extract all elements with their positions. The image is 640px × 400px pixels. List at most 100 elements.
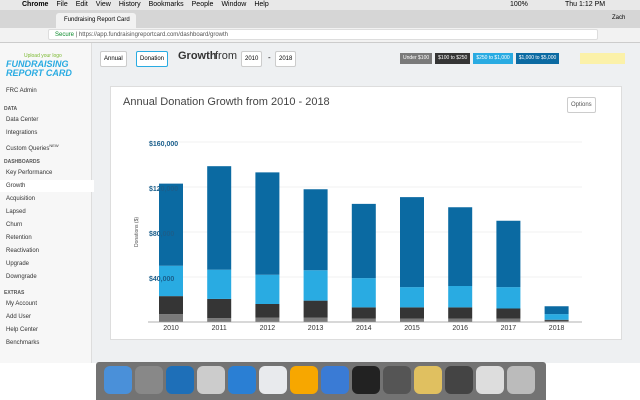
period-select[interactable]: Annual	[100, 51, 127, 67]
x-tick-label: 2015	[404, 325, 420, 332]
chart-title: Annual Donation Growth from 2010 - 2018	[123, 96, 330, 108]
badge: NEW	[49, 143, 59, 148]
menubar: Chrome File Edit View History Bookmarks People…	[0, 0, 640, 10]
dock-icon[interactable]	[383, 366, 411, 394]
bar-segment	[207, 166, 232, 270]
address-bar[interactable]: Secure | https://app.fundraisingreportca…	[48, 29, 598, 40]
legend-button[interactable]: $1,000 to $5,000	[515, 53, 560, 64]
nav-item[interactable]: Churn	[6, 222, 23, 228]
nav-item[interactable]: Custom QueriesNEW	[6, 143, 59, 152]
bar-segment	[351, 278, 376, 308]
menu-item[interactable]: View	[95, 1, 111, 8]
legend-button[interactable]	[580, 53, 625, 64]
nav-item[interactable]: Benchmarks	[6, 340, 40, 346]
end-select[interactable]: 2018	[275, 51, 297, 67]
nav-item[interactable]: Integrations	[6, 130, 38, 136]
app-menu[interactable]: Chrome	[22, 1, 49, 8]
dock-icon[interactable]	[445, 366, 473, 394]
menu-item[interactable]: Bookmarks	[148, 1, 184, 8]
metric-select[interactable]: Donation	[136, 51, 169, 67]
dock-icon[interactable]	[476, 366, 504, 394]
bar-segment	[544, 320, 569, 322]
bar-segment	[351, 203, 376, 279]
bar-segment	[448, 318, 473, 322]
tab-strip	[0, 10, 640, 28]
nav-item[interactable]: Lapsed	[6, 209, 26, 215]
menu-item[interactable]: File	[56, 1, 68, 8]
nav-item[interactable]: Downgrade	[6, 274, 37, 280]
nav-item[interactable]: Add User	[6, 314, 32, 320]
bar-segment	[207, 318, 232, 322]
bar-segment	[496, 318, 521, 322]
dock-icon[interactable]	[228, 366, 256, 394]
nav-item[interactable]: Retention	[6, 235, 32, 241]
x-tick-label: 2016	[452, 325, 468, 332]
options-button[interactable]: Options	[567, 97, 596, 113]
url: https://app.fundraisingreportcard.com/da…	[78, 32, 229, 38]
menu-item[interactable]: Edit	[75, 1, 88, 8]
nav-item[interactable]: Growth	[0, 180, 94, 192]
dock-icon[interactable]	[104, 366, 132, 394]
bar-segment	[255, 317, 280, 322]
bar-segment	[255, 304, 280, 318]
dock-icon[interactable]	[135, 366, 163, 394]
tab[interactable]: Fundraising Report Card	[56, 13, 136, 28]
bar-segment	[496, 287, 521, 309]
dock-icon[interactable]	[414, 366, 442, 394]
legend-button[interactable]: $250 to $1,000	[473, 53, 513, 64]
bar-segment	[207, 298, 232, 319]
nav-item[interactable]: Data Center	[6, 117, 39, 123]
dock-icon[interactable]	[352, 366, 380, 394]
bar-segment	[496, 220, 521, 288]
legend-button[interactable]: Under $100	[400, 53, 433, 64]
dock-icon[interactable]	[507, 366, 535, 394]
dock-icon[interactable]	[166, 366, 194, 394]
bar-segment	[544, 314, 569, 320]
section-title: DATA	[4, 106, 18, 112]
bar-segment	[496, 308, 521, 319]
bar-segment	[400, 307, 424, 319]
dock-icon[interactable]	[259, 366, 287, 394]
nav-item[interactable]: Acquisition	[6, 196, 36, 202]
heading: Growth	[178, 50, 217, 62]
x-tick-label: 2017	[501, 325, 517, 332]
nav-item[interactable]: FRC Admin	[6, 88, 37, 94]
nav-item[interactable]: Upgrade	[6, 261, 30, 267]
x-tick-label: 2013	[308, 325, 324, 332]
bar-segment	[544, 319, 569, 321]
start-select[interactable]: 2010	[241, 51, 263, 67]
bar-segment	[351, 307, 376, 319]
menu-item[interactable]: History	[118, 1, 141, 8]
dock-icon[interactable]	[321, 366, 349, 394]
dock-icon[interactable]	[290, 366, 318, 394]
nav-item[interactable]: Reactivation	[6, 248, 40, 254]
y-tick-label: $160,000	[149, 141, 178, 148]
logo-upload[interactable]: Upload your logo	[24, 53, 62, 59]
menu-item[interactable]: Window	[221, 1, 247, 8]
bar-segment	[255, 172, 280, 275]
bar-segment	[159, 314, 183, 322]
section-title: DASHBOARDS	[4, 159, 40, 165]
bar-segment	[400, 318, 424, 322]
bar-segment	[303, 300, 328, 318]
clock: Thu 1:12 PM	[565, 1, 606, 8]
y-tick-label: $120,000	[149, 186, 178, 193]
bar-segment	[207, 269, 232, 299]
dash: -	[268, 53, 271, 62]
x-tick-label: 2018	[549, 325, 565, 332]
bar-segment	[159, 296, 183, 315]
menu-item[interactable]: Help	[254, 1, 269, 8]
profile[interactable]: Zach	[612, 15, 626, 21]
dock-icon[interactable]	[197, 366, 225, 394]
x-tick-label: 2014	[356, 325, 372, 332]
section-title: EXTRAS	[4, 290, 25, 296]
nav-item[interactable]: My Account	[6, 301, 38, 307]
bar-segment	[400, 287, 424, 308]
nav-item[interactable]: Key Performance	[6, 170, 53, 176]
legend-button[interactable]: $100 to $250	[435, 53, 471, 64]
nav-item[interactable]: Help Center	[6, 327, 39, 333]
menu-item[interactable]: People	[191, 1, 214, 8]
y-tick-label: $40,000	[149, 276, 174, 283]
bar-segment	[303, 189, 328, 271]
